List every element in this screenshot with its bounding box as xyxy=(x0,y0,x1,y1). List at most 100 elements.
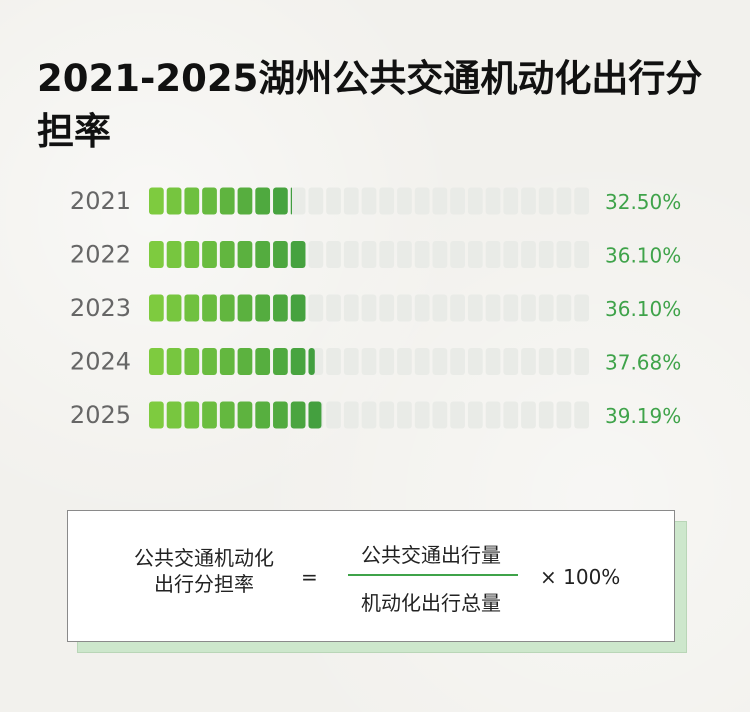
bar-track-segment xyxy=(574,187,589,215)
bar-fill-segment xyxy=(166,348,182,375)
bar-fill-segment xyxy=(290,241,306,268)
bar-track-segment xyxy=(361,241,377,268)
bar-track-segment xyxy=(326,294,341,322)
bar-fill-segment xyxy=(219,348,235,375)
bar-track-segment xyxy=(485,401,501,429)
value-label: 39.19% xyxy=(605,404,681,428)
bar-fill-segment xyxy=(237,401,253,429)
bar-track-segment xyxy=(574,348,589,375)
value-label: 36.10% xyxy=(605,297,681,321)
bar-fill-segment xyxy=(202,187,217,215)
bar-track-segment xyxy=(503,187,519,215)
bar-fill-segment xyxy=(290,401,306,429)
bar-fill-segment xyxy=(255,241,271,268)
bar-track-segment xyxy=(432,401,448,429)
year-label: 2025 xyxy=(70,401,131,429)
formula-multiplier: × 100% xyxy=(540,565,621,589)
bar-track-segment xyxy=(290,187,306,215)
bar-track-segment xyxy=(326,187,341,215)
bar-track-segment xyxy=(397,241,412,268)
bar-fill-segment xyxy=(237,348,253,375)
bar-track-segment xyxy=(397,294,412,322)
formula-fraction-line xyxy=(348,574,518,576)
formula-numerator: 公共交通出行量 xyxy=(361,543,501,567)
bar-fill-segment xyxy=(184,187,200,215)
bar-track-segment xyxy=(450,348,465,375)
bar-track-segment xyxy=(397,187,412,215)
bar-track-segment xyxy=(538,294,554,322)
year-label: 2023 xyxy=(70,294,131,322)
bar-fill-segment xyxy=(255,401,271,429)
bar-track-segment xyxy=(326,348,341,375)
bar-track-segment xyxy=(485,187,501,215)
bar-track-segment xyxy=(379,294,395,322)
bar-track-segment xyxy=(467,187,483,215)
bar-track-segment xyxy=(397,348,412,375)
bar-track-segment xyxy=(521,187,536,215)
bar-track-segment xyxy=(343,241,359,268)
bar-track-segment xyxy=(432,348,448,375)
bar-fill-segment xyxy=(255,348,271,375)
bar-fill-segment xyxy=(202,348,217,375)
bar-track-segment xyxy=(538,187,554,215)
bar-track-segment xyxy=(414,294,430,322)
bar-fill-segment xyxy=(290,294,306,322)
bar-fill-segment xyxy=(308,348,315,375)
bar-fill-segment xyxy=(219,401,235,429)
bar-fill-segment xyxy=(149,187,164,215)
bar-fill-segment xyxy=(255,187,271,215)
bar-fill-segment xyxy=(290,187,292,215)
bar-track-segment xyxy=(467,294,483,322)
bar-track-segment xyxy=(521,401,536,429)
bar-fill-segment xyxy=(202,294,217,322)
bar-track-segment xyxy=(414,187,430,215)
bar-fill-segment xyxy=(202,241,217,268)
bar-track-segment xyxy=(361,348,377,375)
bar-fill-segment xyxy=(184,241,200,268)
bar-track-segment xyxy=(414,401,430,429)
bar-track-segment xyxy=(556,348,572,375)
bar-track-segment xyxy=(521,348,536,375)
value-label: 32.50% xyxy=(605,190,681,214)
formula-equals-sign: = xyxy=(301,565,318,589)
bar-fill-segment xyxy=(273,294,288,322)
bar-track-segment xyxy=(308,187,324,215)
bar-track-segment xyxy=(450,294,465,322)
bar-track-segment xyxy=(538,241,554,268)
bar-fill-segment xyxy=(219,187,235,215)
bar-fill-segment xyxy=(273,401,288,429)
bar-track-segment xyxy=(556,187,572,215)
bar-track-segment xyxy=(556,294,572,322)
bar-track-segment xyxy=(503,348,519,375)
bar-track-segment xyxy=(574,241,589,268)
bar-fill-segment xyxy=(219,241,235,268)
year-label: 2022 xyxy=(70,241,131,269)
chart-title: 2021-2025湖州公共交通机动化出行分担率 xyxy=(37,57,703,153)
bar-fill-segment xyxy=(237,241,253,268)
bar-track-segment xyxy=(343,294,359,322)
bar-fill-segment xyxy=(184,348,200,375)
bar-track-segment xyxy=(361,294,377,322)
bar-fill-segment xyxy=(255,294,271,322)
bar-track-segment xyxy=(308,294,324,322)
bar-fill-segment xyxy=(184,401,200,429)
value-label: 37.68% xyxy=(605,351,681,375)
bar-track-segment xyxy=(574,401,589,429)
bar-fill-segment xyxy=(166,401,182,429)
bar-track-segment xyxy=(361,187,377,215)
year-label: 2024 xyxy=(70,348,131,376)
bar-track-segment xyxy=(379,401,395,429)
bar-track-segment xyxy=(343,401,359,429)
bar-track-segment xyxy=(361,401,377,429)
bar-track-segment xyxy=(485,241,501,268)
bar-track-segment xyxy=(326,401,341,429)
bar-fill-segment xyxy=(184,294,200,322)
bar-track-segment xyxy=(503,401,519,429)
bar-track-segment xyxy=(574,294,589,322)
bar-track-segment xyxy=(485,294,501,322)
bar-track-segment xyxy=(326,241,341,268)
progress-bar-chart: 2021 32.50% 2022 36.10% 2023 36.10% 2024 37.68%… xyxy=(70,187,681,429)
bar-track-segment xyxy=(467,401,483,429)
bar-track-segment xyxy=(556,241,572,268)
bar-fill-segment xyxy=(273,187,288,215)
